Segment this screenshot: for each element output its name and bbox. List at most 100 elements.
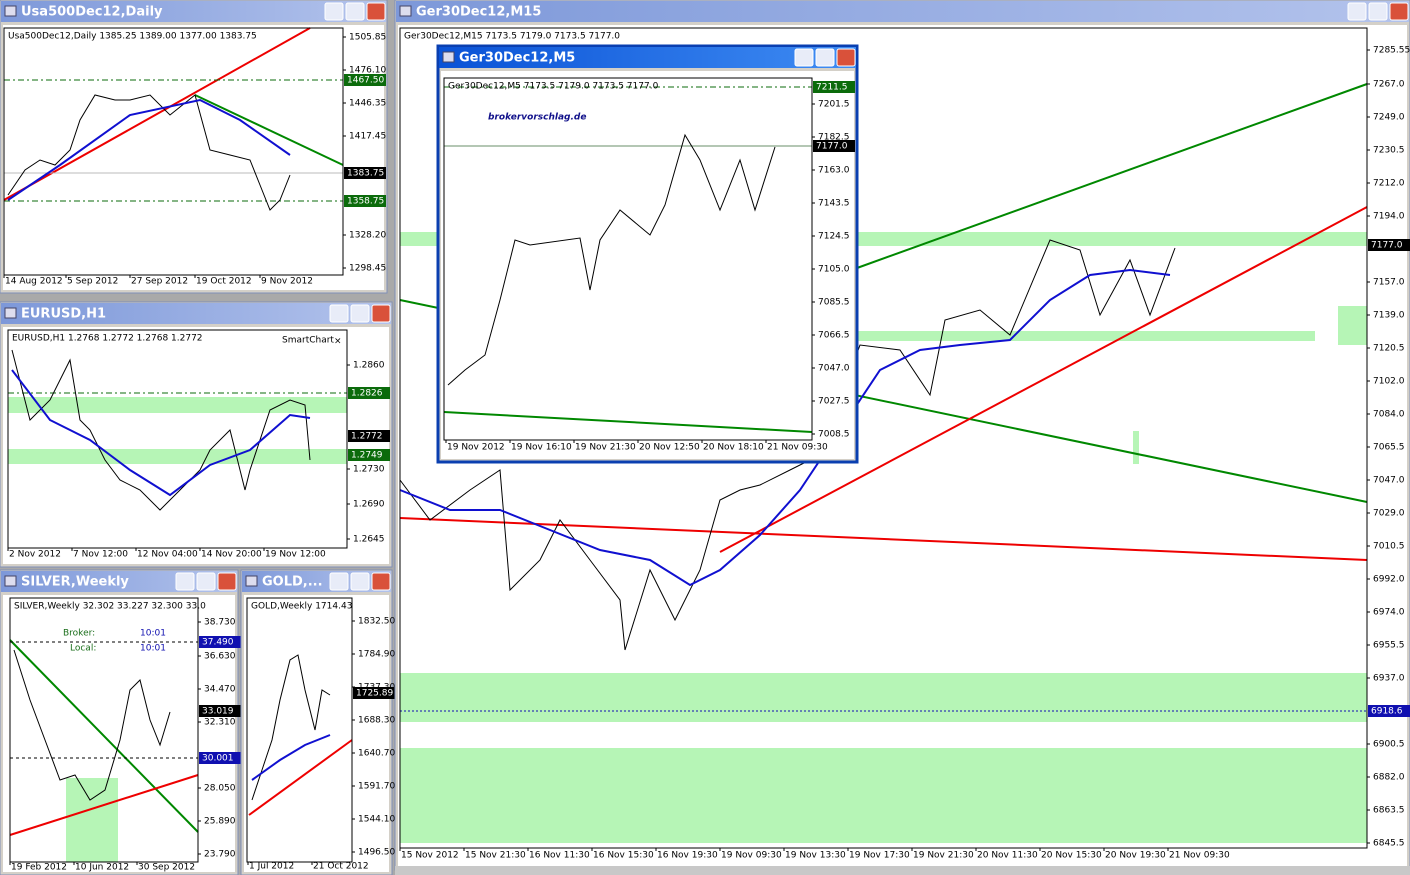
x-tick-label: 9 Nov 2012 — [261, 277, 313, 287]
price-tag — [813, 140, 855, 152]
y-tick-label: 1784.90 — [358, 650, 395, 660]
minimize-button[interactable] — [324, 2, 344, 21]
y-tick-label: 7047.0 — [1373, 476, 1405, 486]
zone — [400, 673, 1367, 722]
y-tick-label: 25.890 — [204, 817, 236, 827]
y-tick-label: 7201.5 — [818, 100, 850, 110]
price-tag-label: 1725.89 — [356, 689, 393, 699]
chart-info: Usa500Dec12,Daily 1385.25 1389.00 1377.0… — [8, 32, 257, 42]
close-button[interactable] — [1389, 2, 1409, 21]
close-button[interactable] — [366, 2, 386, 21]
title-bar — [396, 1, 1409, 22]
y-tick-label: 1.2730 — [353, 465, 385, 475]
window-title: Usa500Dec12,Daily — [21, 5, 163, 20]
close-button[interactable] — [836, 48, 856, 67]
y-tick-label: 1298.45 — [349, 264, 386, 274]
y-tick-label: 7124.5 — [818, 232, 850, 242]
trend-line — [9, 639, 199, 833]
y-tick-label: 7029.0 — [1373, 509, 1405, 519]
minimize-button[interactable] — [329, 304, 349, 323]
close-button[interactable] — [371, 304, 391, 323]
x-tick-label: 19 Feb 2012 — [11, 863, 67, 873]
maximize-button[interactable] — [815, 48, 835, 67]
window-title: SILVER,Weekly — [21, 575, 129, 590]
y-tick-label: 7285.55 — [1373, 46, 1410, 56]
x-tick-label: 14 Nov 20:00 — [201, 550, 262, 560]
close-button[interactable] — [217, 572, 237, 591]
y-tick-label: 1688.30 — [358, 716, 395, 726]
trend-line — [719, 206, 1368, 553]
y-tick-label: 1446.35 — [349, 99, 386, 109]
trend-line — [443, 411, 813, 433]
maximize-button[interactable] — [350, 304, 370, 323]
x-tick-label: 16 Nov 11:30 — [529, 851, 590, 861]
y-tick-label: 7084.0 — [1373, 410, 1405, 420]
trend-line — [856, 83, 1368, 269]
x-tick-label: 2 Nov 2012 — [9, 550, 61, 560]
price-tag-label: 37.490 — [202, 638, 234, 648]
price-path — [7, 94, 291, 211]
zone — [8, 397, 347, 413]
x-tick-label: 20 Nov 12:50 — [639, 443, 700, 453]
moving-average — [7, 98, 291, 201]
price-path — [447, 133, 776, 386]
zone — [857, 331, 1315, 341]
smartchart-close[interactable]: × — [334, 337, 342, 347]
window-icon — [442, 51, 455, 63]
maximize-button[interactable] — [1368, 2, 1388, 21]
window-icon — [4, 5, 17, 17]
minimize-button[interactable] — [329, 572, 349, 591]
y-tick-label: 6900.5 — [1373, 740, 1405, 750]
moving-average — [399, 268, 1171, 587]
price-tag-label: 1467.50 — [347, 76, 384, 86]
minimize-button[interactable] — [794, 48, 814, 67]
title-bar — [439, 47, 856, 68]
clock-broker-label: Broker: — [63, 629, 95, 639]
minimize-button[interactable] — [175, 572, 195, 591]
chart-info: SILVER,Weekly 32.302 33.227 32.300 33.0 — [14, 602, 206, 612]
x-tick-label: 16 Nov 15:30 — [593, 851, 654, 861]
price-tag-label: 1383.75 — [347, 169, 384, 179]
y-tick-label: 1640.70 — [358, 749, 395, 759]
x-tick-label: 20 Nov 18:10 — [703, 443, 764, 453]
y-tick-label: 36.630 — [204, 652, 236, 662]
price-path — [11, 349, 311, 511]
price-path — [399, 239, 1176, 651]
x-tick-label: 5 Sep 2012 — [67, 277, 118, 287]
price-tag-label: 7177.0 — [816, 142, 848, 152]
price-tag-label: 6918.6 — [1371, 707, 1403, 717]
maximize-button[interactable] — [345, 2, 365, 21]
x-tick-label: 19 Nov 09:30 — [721, 851, 782, 861]
x-tick-label: 19 Nov 21:30 — [913, 851, 974, 861]
y-tick-label: 7182.5 — [818, 133, 850, 143]
price-tag-label: 1.2826 — [351, 389, 383, 399]
x-tick-label: 19 Oct 2012 — [196, 277, 252, 287]
y-tick-label: 1505.85 — [349, 33, 386, 43]
y-tick-label: 7230.5 — [1373, 146, 1405, 156]
plot-border — [9, 597, 199, 863]
minimize-button[interactable] — [1347, 2, 1367, 21]
x-tick-label: 19 Nov 17:30 — [849, 851, 910, 861]
x-tick-label: 20 Nov 19:30 — [1105, 851, 1166, 861]
trend-line — [399, 517, 1368, 561]
price-tag — [1368, 239, 1410, 251]
window-title: EURUSD,H1 — [21, 307, 106, 322]
window-icon — [4, 575, 17, 587]
x-tick-label: 19 Nov 2012 — [447, 443, 505, 453]
price-tag-label: 1.2772 — [351, 432, 383, 442]
price-tag — [813, 81, 855, 93]
price-tag — [348, 430, 390, 442]
y-tick-label: 7066.5 — [818, 331, 850, 341]
moving-average — [11, 369, 311, 497]
x-tick-label: 16 Nov 19:30 — [657, 851, 718, 861]
y-tick-label: 7267.0 — [1373, 80, 1405, 90]
y-tick-label: 23.790 — [204, 850, 236, 860]
maximize-button[interactable] — [196, 572, 216, 591]
x-tick-label: 30 Sep 2012 — [138, 863, 195, 873]
close-button[interactable] — [371, 572, 391, 591]
x-tick-label: 19 Nov 13:30 — [785, 851, 846, 861]
maximize-button[interactable] — [350, 572, 370, 591]
plot-border — [7, 329, 348, 549]
y-tick-label: 1476.10 — [349, 66, 386, 76]
window-title: GOLD,... — [262, 575, 323, 590]
